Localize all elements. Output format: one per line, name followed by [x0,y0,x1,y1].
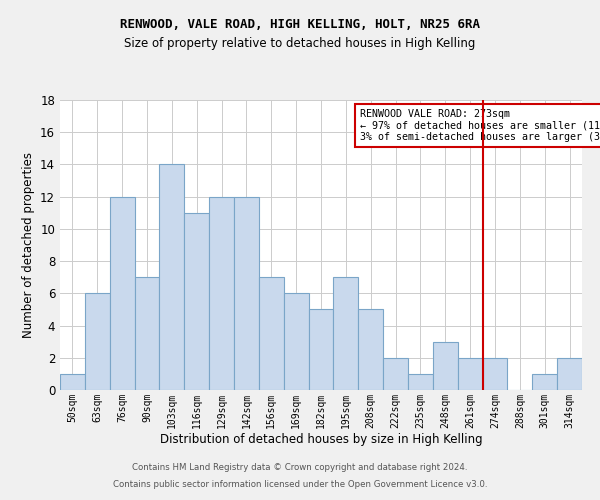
Bar [358,310,383,390]
Bar [532,374,557,390]
Bar [458,358,482,390]
Text: Contains HM Land Registry data © Crown copyright and database right 2024.: Contains HM Land Registry data © Crown c… [132,464,468,472]
Bar [284,294,308,390]
Bar [85,294,110,390]
Text: RENWOOD, VALE ROAD, HIGH KELLING, HOLT, NR25 6RA: RENWOOD, VALE ROAD, HIGH KELLING, HOLT, … [120,18,480,30]
Bar [234,196,259,390]
Bar [383,358,408,390]
Bar [160,164,184,390]
Text: RENWOOD VALE ROAD: 273sqm
← 97% of detached houses are smaller (112)
3% of semi-: RENWOOD VALE ROAD: 273sqm ← 97% of detac… [360,108,600,142]
Bar [209,196,234,390]
Text: Contains public sector information licensed under the Open Government Licence v3: Contains public sector information licen… [113,480,487,489]
Bar [184,213,209,390]
Y-axis label: Number of detached properties: Number of detached properties [22,152,35,338]
Bar [259,277,284,390]
Bar [557,358,582,390]
Bar [308,310,334,390]
Bar [334,277,358,390]
Text: Distribution of detached houses by size in High Kelling: Distribution of detached houses by size … [160,432,482,446]
Bar [60,374,85,390]
Bar [408,374,433,390]
Text: Size of property relative to detached houses in High Kelling: Size of property relative to detached ho… [124,38,476,51]
Bar [482,358,508,390]
Bar [110,196,134,390]
Bar [134,277,160,390]
Bar [433,342,458,390]
